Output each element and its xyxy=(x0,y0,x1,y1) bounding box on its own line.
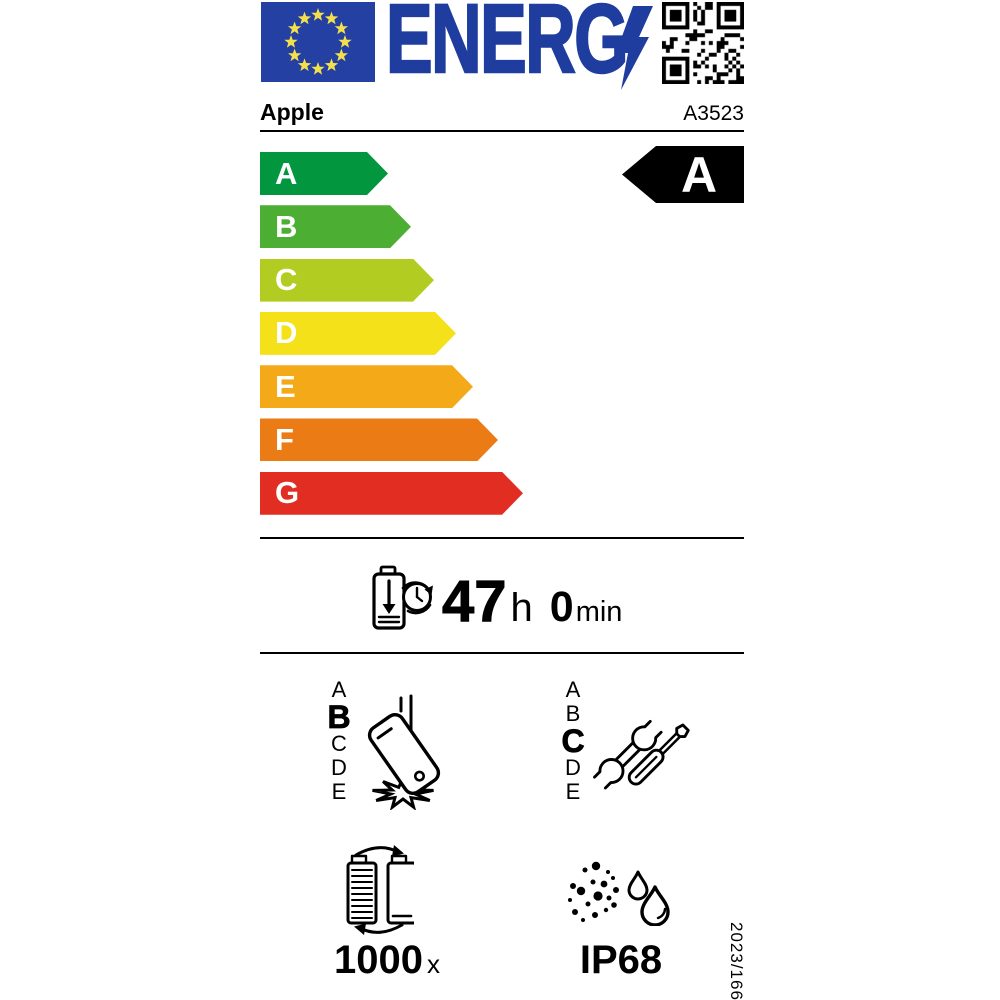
scale-letter-c: C xyxy=(331,731,347,756)
energy-logo-text: ENERG xyxy=(385,0,629,93)
dust-dots xyxy=(568,861,619,922)
energy-class-arrow-d: D xyxy=(260,312,456,355)
scale-letter-d: D xyxy=(565,755,581,780)
scale-divider xyxy=(260,537,744,539)
scale-letter-e: E xyxy=(331,779,347,804)
scale-letter-c-selected: C xyxy=(561,723,585,759)
ip-rating-value: IP68 xyxy=(579,938,663,982)
energy-class-arrow-c: C xyxy=(260,259,434,302)
battery-cycles-caption: 1000 x xyxy=(322,938,452,983)
battery-cycles-value: 1000 xyxy=(334,938,423,982)
energy-class-letter: C xyxy=(275,262,298,298)
scale-letter-b: B xyxy=(565,701,581,726)
endurance-hours: 47 xyxy=(442,569,508,635)
scale-letter-a: A xyxy=(331,677,347,702)
eu-flag-icon xyxy=(261,2,375,82)
energy-class-letter: F xyxy=(275,421,294,457)
battery-cycle-icon xyxy=(346,845,414,935)
energy-class-arrow-e: E xyxy=(260,365,473,408)
energy-class-letter: D xyxy=(275,315,298,351)
rating-arrow: A xyxy=(622,146,744,203)
wrench-screwdriver-icon xyxy=(593,719,690,790)
endurance-minutes-unit: min xyxy=(575,596,623,628)
phone-drop-icon xyxy=(367,694,441,810)
battery-cycles-unit: x xyxy=(426,949,440,979)
header-divider xyxy=(260,130,744,132)
energy-class-arrow-g: G xyxy=(260,472,523,515)
brand-row: Apple A3523 xyxy=(260,99,744,126)
energy-class-letter: A xyxy=(275,155,298,191)
dust-water-icon xyxy=(568,861,670,926)
eu-flag-stars xyxy=(284,8,352,75)
battery-endurance-value: 47 h 0 min xyxy=(442,568,623,635)
endurance-minutes: 0 xyxy=(549,583,574,631)
rating-letter: A xyxy=(680,146,718,203)
regulation-number: 2023/1669 xyxy=(727,922,746,1000)
scale-letter-a: A xyxy=(565,677,581,702)
energy-class-arrow-b: B xyxy=(260,205,411,248)
scale-letter-d: D xyxy=(331,755,347,780)
model-number: A3523 xyxy=(683,102,744,125)
lightning-bolt-icon xyxy=(616,6,653,90)
ip-rating-caption: IP68 xyxy=(556,938,686,983)
energy-class-arrow-f: F xyxy=(260,418,498,461)
energy-class-letter: E xyxy=(275,368,296,404)
endurance-divider xyxy=(260,652,744,654)
energy-class-letter: B xyxy=(275,208,298,244)
scale-letter-e: E xyxy=(565,779,581,804)
endurance-hours-unit: h xyxy=(510,586,533,630)
scale-letter-b-selected: B xyxy=(327,699,351,735)
qr-code xyxy=(662,2,744,84)
brand-name: Apple xyxy=(260,99,324,125)
energy-class-arrow-a: A xyxy=(260,152,388,195)
energy-class-letter: G xyxy=(275,475,300,511)
battery-clock-icon xyxy=(372,565,433,630)
